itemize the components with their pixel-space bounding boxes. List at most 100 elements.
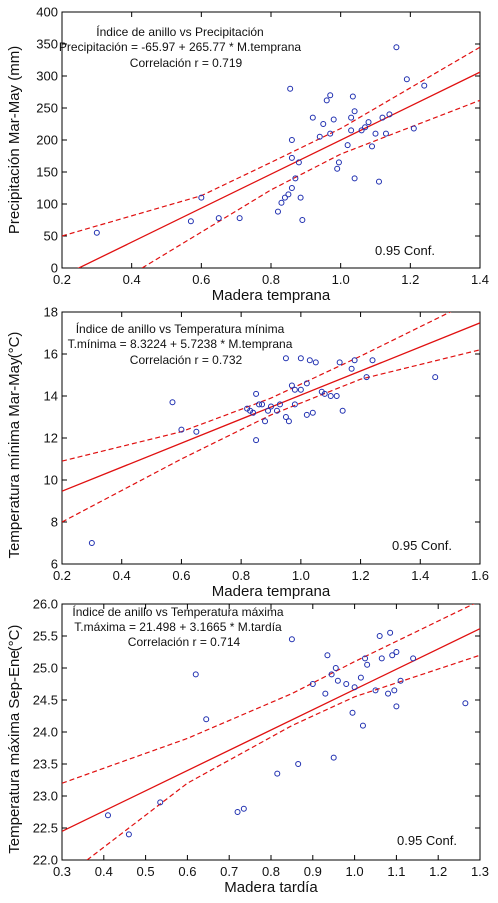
x-tick-label: 1.4 [471,272,489,287]
data-point [320,121,327,127]
data-point [339,407,346,414]
x-tick-label: 0.6 [178,864,196,879]
data-point [250,409,257,416]
data-point [297,355,304,362]
regression-line [77,71,480,268]
x-tick-label: 1.2 [429,864,447,879]
x-axis-label: Madera temprana [212,287,331,304]
x-tick-label: 0.7 [220,864,238,879]
confidence-band-lower [141,99,480,268]
data-point [288,185,295,191]
y-tick-label: 23.0 [33,789,58,804]
data-point [253,437,260,444]
data-point [397,677,404,684]
y-tick-label: 50 [44,229,58,244]
data-point [348,127,355,134]
data-point [382,130,389,137]
y-tick-label: 24.0 [33,725,58,740]
data-point [376,633,383,639]
confidence-band-upper [62,312,452,462]
data-point [274,770,281,777]
y-tick-label: 24.5 [33,693,58,708]
data-point [215,215,222,222]
y-tick-label: 22.0 [33,853,58,868]
data-point [297,194,304,201]
data-point [157,799,164,806]
y-axis-label: Temperatura mínima Mar-May [6,357,23,558]
data-point [351,175,358,182]
data-point [276,401,283,408]
data-point [343,681,350,687]
x-tick-label: 1.2 [401,272,419,287]
data-point [287,85,294,92]
y-tick-label: 14 [44,389,58,404]
x-tick-label: 0.4 [113,568,131,583]
x-tick-label: 0.8 [262,864,280,879]
data-point [372,687,379,694]
x-tick-label: 1.2 [352,568,370,583]
x-tick-label: 1.0 [346,864,364,879]
data-point [327,393,334,399]
data-point [178,426,185,433]
data-point [288,636,295,643]
data-point [357,674,364,681]
data-point [93,229,100,236]
data-point [391,687,398,694]
data-point [312,359,319,366]
data-point [462,700,469,707]
data-point [288,154,295,161]
data-point [324,652,331,659]
data-point [291,401,298,408]
correlation-label: Correlación r = 0.732 [130,353,243,367]
x-tick-label: 1.4 [411,568,429,583]
data-point [362,655,369,662]
x-axis-label: Madera temprana [212,583,331,600]
data-point [332,665,339,671]
data-point [303,411,310,418]
data-point [344,142,351,149]
data-point [234,809,241,815]
y-tick-label: 200 [36,133,58,148]
data-point [316,133,323,140]
data-point [393,44,400,51]
x-axis-label: Madera tardía [224,879,318,896]
panel-precipitacion: 0.2 0.4 0.6 0.8 1.0 1.2 1.4 0 50 100 150 200 250 300 3… [6,5,489,305]
data-point [282,414,289,420]
regression-line [62,322,480,492]
y-tick-label: 18 [44,305,58,320]
data-point [336,359,343,366]
confidence-band-lower [86,654,480,860]
data-point [259,401,266,408]
data-point [297,386,304,393]
x-tick-label: 0.5 [137,864,155,879]
data-point [268,403,274,410]
data-point [285,418,292,425]
data-point [334,677,341,684]
confidence-label: 0.95 Conf. [375,243,435,258]
data-point [203,716,210,723]
data-point [389,652,396,659]
x-tick-label: 0.6 [192,272,210,287]
y-tick-label: 16 [44,347,58,362]
panel-temperatura-maxima: 0.3 0.4 0.5 0.6 0.7 0.8 0.9 1.0 1.1 1.2 1.3 22.0 22.… [6,597,489,897]
data-point [369,143,376,150]
data-point [327,130,334,137]
regression-equation: T.máxima = 21.498 + 3.1665 * M.tardía [74,620,282,634]
data-point [278,199,285,206]
y-tick-label: 25.0 [33,661,58,676]
x-tick-label: 0.8 [262,272,280,287]
x-tick-label: 0.8 [232,568,250,583]
x-tick-label: 1.3 [471,864,489,879]
y-tick-label: 400 [36,5,58,20]
panel-temperatura-minima: 0.2 0.4 0.6 0.8 1.0 1.2 1.4 1.6 6 8 10 12 14 16 18 Índi… [6,305,489,601]
data-point [303,380,310,387]
x-tick-label: 1.0 [292,568,310,583]
x-tick-label: 0.2 [53,568,71,583]
y-tick-label: 100 [36,197,58,212]
data-point [393,703,400,710]
plot-area [62,44,480,268]
data-point [378,655,385,662]
data-point [291,386,298,393]
x-tick-label: 0.4 [123,272,141,287]
